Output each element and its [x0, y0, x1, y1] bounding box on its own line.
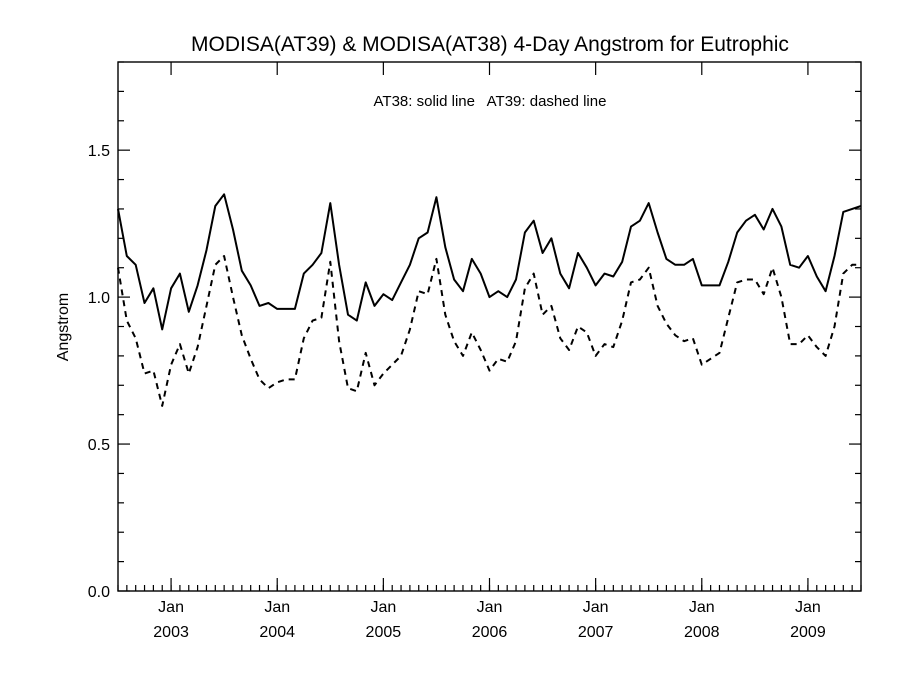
line-style-annotation: AT38: solid line AT39: dashed line [374, 93, 607, 110]
x-tick-month-label: Jan [689, 599, 715, 616]
x-tick-year-label: 2006 [472, 624, 508, 641]
x-tick-month-label: Jan [158, 599, 184, 616]
x-tick-year-label: 2009 [790, 624, 826, 641]
x-tick-month-label: Jan [370, 599, 396, 616]
y-tick-label: 0.0 [88, 584, 110, 601]
x-axis-ticks: Jan 2003 Jan 2004 Jan 2005 Jan 2006 Jan 2007 Jan 20… [117, 62, 862, 641]
x-tick-year-label: 2007 [578, 624, 614, 641]
x-tick-year-label: 2004 [259, 624, 295, 641]
series-line-at39 [117, 255, 861, 407]
x-tick-year-label: 2003 [153, 624, 189, 641]
x-tick-year-label: 2005 [366, 624, 402, 641]
chart-title: MODISA(AT39) & MODISA(AT38) 4-Day Angstr… [191, 33, 789, 56]
x-tick-year-label: 2008 [684, 624, 720, 641]
plot-frame [117, 61, 862, 592]
y-axis-label: Angstrom [55, 293, 72, 361]
y-tick-label: 1.0 [88, 290, 110, 307]
y-tick-label: 1.5 [88, 143, 110, 160]
y-axis-ticks: 0.0 0.5 1.0 1.5 [88, 61, 861, 601]
series-layer [117, 193, 862, 407]
series-line-at38 [117, 193, 862, 331]
x-tick-month-label: Jan [583, 599, 609, 616]
x-tick-month-label: Jan [264, 599, 290, 616]
y-tick-label: 0.5 [88, 437, 110, 454]
x-tick-month-label: Jan [477, 599, 503, 616]
x-tick-month-label: Jan [795, 599, 821, 616]
